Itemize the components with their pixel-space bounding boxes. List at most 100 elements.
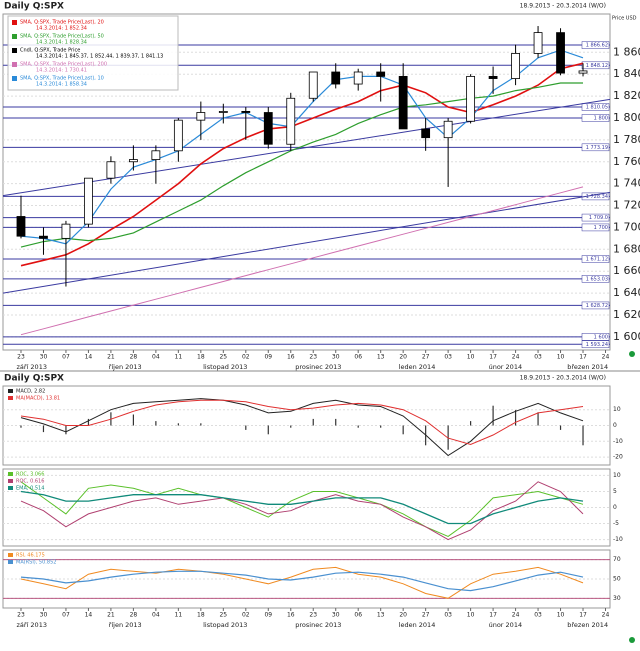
- x-tick-label: 30: [40, 354, 48, 361]
- status-dot: [629, 637, 635, 643]
- y-tick-label: -20: [613, 454, 623, 461]
- legend-entry: SMA, Q:SPX, Trade Price(Last), 200: [20, 62, 107, 68]
- legend-swatch: [12, 20, 17, 25]
- x-tick-label: 30: [40, 612, 48, 619]
- month-label: září 2013: [16, 621, 46, 629]
- series-line: [20, 82, 583, 248]
- candle-body: [511, 53, 520, 79]
- legend-entry: MA(RSI), 50.852: [16, 560, 56, 566]
- x-tick-label: 07: [62, 354, 70, 361]
- panel-title: Daily Q:SPX: [4, 374, 64, 384]
- x-tick-label: 16: [287, 354, 295, 361]
- y-tick-label: 50: [613, 576, 621, 583]
- x-tick-label: 06: [354, 354, 362, 361]
- x-tick-label: 30: [332, 354, 340, 361]
- x-tick-label: 11: [175, 354, 183, 361]
- y-tick-label: 1 700: [613, 220, 640, 233]
- legend-entry: ROC, 0.616: [16, 479, 44, 485]
- y-tick-label: 1 860: [613, 45, 640, 58]
- month-label: listopad 2013: [203, 621, 247, 629]
- candle-body: [488, 75, 498, 79]
- candle-body: [61, 223, 71, 239]
- y-tick-label: 10: [613, 472, 621, 479]
- level-label: 1 866.62: [586, 43, 608, 49]
- level-label-box: [581, 301, 610, 310]
- x-tick-label: 02: [242, 354, 250, 361]
- candle-body: [376, 71, 386, 77]
- candle-body: [556, 32, 565, 74]
- month-label: listopad 2013: [203, 363, 247, 371]
- candle-body: [578, 70, 588, 74]
- level-label-box: [581, 41, 610, 49]
- y-tick-label: 1 640: [613, 286, 640, 299]
- x-tick-label: 10: [467, 354, 475, 361]
- x-tick-label: 14: [85, 354, 93, 361]
- legend-value: 14.3.2014: 1 730.41: [36, 68, 87, 74]
- month-label: prosinec 2013: [295, 621, 341, 629]
- x-tick-label: 13: [377, 354, 385, 361]
- trend-line: [2, 98, 611, 197]
- y-tick-label: 30: [613, 595, 621, 602]
- y-tick-label: 1 660: [613, 264, 640, 277]
- series-line: [20, 481, 584, 537]
- x-tick-label: 25: [219, 612, 227, 619]
- candle-body: [421, 128, 431, 139]
- y-tick-label: 5: [613, 488, 617, 495]
- x-tick-label: 03: [534, 354, 542, 361]
- y-tick-label: 10: [613, 406, 621, 413]
- x-tick-label: 20: [399, 612, 407, 619]
- candle-body: [128, 159, 138, 163]
- x-tick-label: 03: [444, 612, 452, 619]
- month-label: září 2013: [16, 363, 46, 371]
- legend-value: 14.3.2014: 1 828.34: [36, 40, 87, 46]
- level-label: 1 773.19: [586, 145, 608, 151]
- legend-entry: SMA, Q:SPX, Trade Price(Last), 50: [20, 34, 104, 40]
- legend-swatch: [8, 486, 13, 490]
- y-tick-label: -10: [613, 536, 623, 543]
- panel-title: Daily Q:SPX: [4, 2, 64, 12]
- x-tick-label: 23: [309, 354, 317, 361]
- month-label: únor 2014: [489, 621, 522, 629]
- candle-body: [466, 75, 476, 122]
- legend-swatch: [8, 396, 13, 400]
- trend-line: [2, 191, 611, 294]
- x-tick-label: 09: [264, 354, 272, 361]
- x-tick-label: 06: [354, 612, 362, 619]
- month-label: březen 2014: [567, 363, 608, 371]
- month-label: březen 2014: [567, 621, 608, 629]
- month-label: říjen 2013: [109, 621, 142, 629]
- x-tick-label: 21: [107, 354, 115, 361]
- level-label: 1 800: [594, 115, 608, 121]
- candle-body: [331, 71, 341, 85]
- x-tick-label: 28: [130, 354, 138, 361]
- candle-body: [84, 177, 93, 225]
- x-tick-label: 07: [62, 612, 70, 619]
- panel-subtitle: 18.9.2013 - 20.3.2014 (W/O): [520, 3, 606, 10]
- legend-value: 14.3.2014: 1 845.37, 1 852.44, 1 839.37,…: [36, 54, 163, 60]
- legend-box: [7, 15, 179, 91]
- legend-swatch: [12, 34, 17, 39]
- level-label: 1 700: [594, 225, 608, 231]
- x-tick-label: 14: [85, 612, 93, 619]
- level-label-box: [581, 333, 610, 341]
- candle-body: [443, 120, 453, 139]
- y-tick-label: 1 680: [613, 242, 640, 255]
- series-line: [20, 481, 584, 541]
- y-tick-label: 70: [613, 556, 621, 563]
- x-tick-label: 17: [579, 612, 587, 619]
- series-line: [20, 49, 584, 245]
- legend-swatch: [12, 76, 17, 81]
- legend-swatch: [12, 48, 17, 53]
- candle-body: [39, 235, 48, 239]
- x-tick-label: 20: [399, 354, 407, 361]
- legend-swatch: [8, 553, 13, 557]
- x-tick-label: 17: [489, 612, 497, 619]
- x-tick-label: 25: [219, 354, 227, 361]
- x-tick-label: 24: [602, 612, 610, 619]
- x-tick-label: 18: [197, 612, 205, 619]
- month-label: prosinec 2013: [295, 363, 341, 371]
- candle-body: [286, 97, 296, 145]
- level-label-box: [581, 103, 610, 111]
- x-tick-label: 24: [512, 354, 520, 361]
- x-tick-label: 23: [17, 612, 25, 619]
